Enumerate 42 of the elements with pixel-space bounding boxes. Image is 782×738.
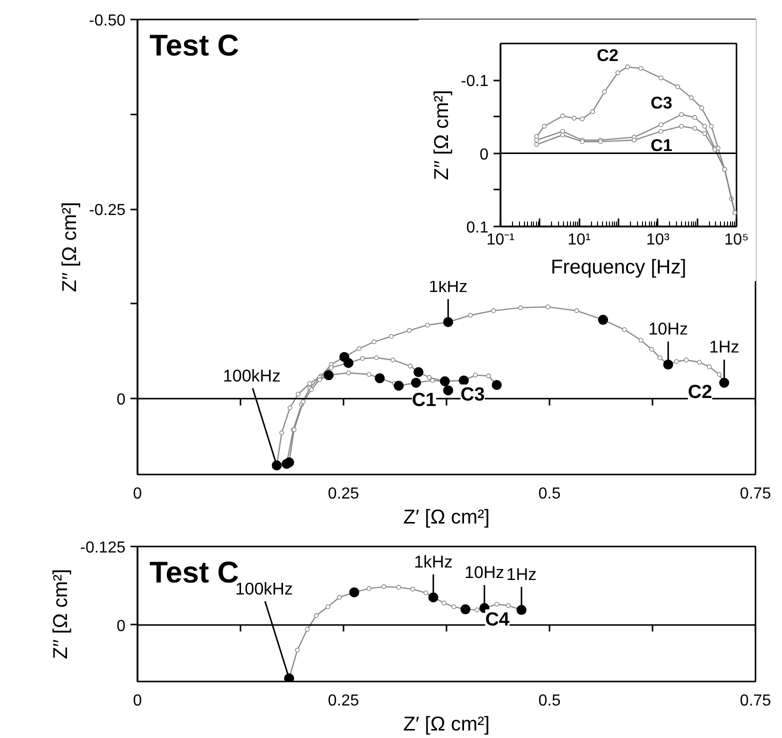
x-axis-title: Frequency [Hz]	[550, 256, 686, 278]
y-tick-label: -0.125	[80, 540, 126, 556]
series-label: C1	[412, 390, 437, 411]
series-label: C1	[650, 136, 672, 156]
x-tick-label: 0.5	[538, 692, 561, 710]
x-tick-label: 10⁻¹	[486, 232, 515, 248]
y-tick-label: -0.25	[89, 202, 126, 220]
y-tick-label: 0	[116, 618, 126, 635]
x-tick-label: 0.25	[328, 486, 360, 502]
annotation: 100kHz	[222, 366, 281, 386]
x-tick-label: 0.75	[740, 692, 772, 710]
y-axis-title: Z′′ [Ω cm²]	[59, 202, 82, 292]
x-axis-title: Z′ [Ω cm²]	[403, 714, 490, 736]
y-tick-label: 0	[480, 146, 489, 164]
annotation: 1Hz	[506, 564, 537, 584]
x-tick-label: 0	[133, 692, 142, 710]
x-tick-label: 0.5	[538, 486, 561, 502]
annotation: 100kHz	[235, 579, 293, 598]
x-tick-label: 0	[133, 486, 142, 502]
annotation: 1Hz	[709, 338, 740, 357]
chart-title: Test C	[150, 30, 239, 62]
annotation: 10Hz	[464, 563, 504, 582]
x-tick-label: 10⁵	[724, 232, 749, 248]
annotation: 1kHz	[414, 552, 453, 572]
annotation: 10Hz	[648, 320, 688, 339]
y-tick-label: 0.1	[466, 220, 489, 236]
x-tick-label: 10³	[646, 232, 670, 248]
series-label: C3	[460, 384, 485, 406]
series-label: C2	[688, 382, 712, 404]
x-tick-label: 0.25	[328, 692, 360, 710]
series-label: C3	[650, 94, 672, 113]
series-label: C4	[485, 609, 510, 630]
x-axis-title: Z′ [Ω cm²]	[403, 506, 490, 528]
y-axis-title: Z′′ [Ω cm²]	[50, 568, 72, 660]
series-label: C2	[596, 46, 618, 65]
x-tick-label: 10¹	[568, 232, 591, 248]
y-tick-label: -0.1	[460, 73, 489, 90]
x-tick-label: 0.75	[740, 486, 772, 502]
y-axis-title: Z′′ [Ω cm²]	[430, 90, 453, 180]
annotation: 1kHz	[428, 277, 468, 296]
y-tick-label: 0	[116, 392, 126, 409]
y-tick-label: -0.50	[89, 12, 126, 30]
